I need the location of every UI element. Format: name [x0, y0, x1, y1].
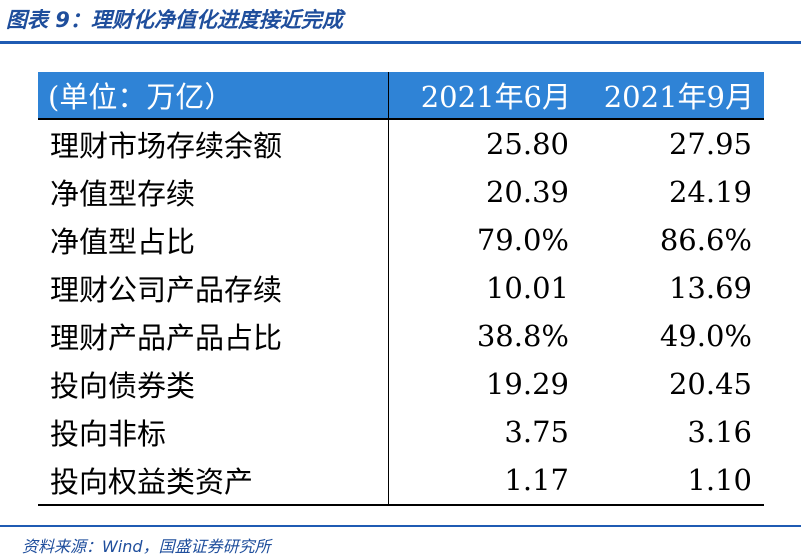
table-row: 投向债券类 19.29 20.45	[38, 360, 764, 408]
source-note: 资料来源：Wind，国盛证券研究所	[22, 537, 271, 556]
table-row: 投向非标 3.75 3.16	[38, 408, 764, 456]
cell-2021-09: 20.45	[668, 367, 752, 401]
table-row: 投向权益类资产 1.17 1.10	[38, 456, 764, 506]
header-unit: (单位：万亿）	[38, 72, 389, 120]
row-label: 投向权益类资产	[38, 456, 389, 506]
cell-2021-09: 86.6%	[659, 223, 752, 257]
cell-2021-06: 79.0%	[476, 223, 569, 257]
row-label: 投向债券类	[38, 360, 389, 408]
header-2021-09: 2021年9月	[581, 72, 764, 120]
source-divider	[0, 525, 801, 527]
cell-2021-06: 38.8%	[476, 319, 569, 353]
cell-2021-09: 3.16	[687, 415, 752, 449]
data-table: (单位：万亿） 2021年6月 2021年9月 理财市场存续余额 25.80 2…	[38, 72, 764, 506]
row-label: 投向非标	[38, 408, 389, 456]
row-label: 理财产品产品占比	[38, 312, 389, 360]
table-row: 净值型存续 20.39 24.19	[38, 168, 764, 216]
cell-2021-09: 1.10	[581, 456, 764, 506]
row-label: 净值型存续	[38, 168, 389, 216]
table-row: 理财市场存续余额 25.80 27.95	[38, 119, 764, 168]
row-label: 理财公司产品存续	[38, 264, 389, 312]
cell-2021-09: 24.19	[668, 175, 752, 209]
cell-2021-09: 13.69	[668, 271, 752, 305]
cell-2021-09: 49.0%	[659, 319, 752, 353]
cell-2021-06: 3.75	[504, 415, 569, 449]
table-header-row: (单位：万亿） 2021年6月 2021年9月	[38, 72, 764, 120]
row-label: 理财市场存续余额	[38, 119, 389, 168]
header-2021-06: 2021年6月	[388, 72, 581, 120]
cell-2021-06: 10.01	[485, 271, 569, 305]
table-row: 理财产品产品占比 38.8% 49.0%	[38, 312, 764, 360]
table-row: 理财公司产品存续 10.01 13.69	[38, 264, 764, 312]
title-divider	[0, 41, 801, 44]
cell-2021-06: 20.39	[485, 175, 569, 209]
row-label: 净值型占比	[38, 216, 389, 264]
cell-2021-06: 25.80	[485, 127, 569, 161]
cell-2021-09: 27.95	[668, 127, 752, 161]
table-row: 净值型占比 79.0% 86.6%	[38, 216, 764, 264]
cell-2021-06: 19.29	[485, 367, 569, 401]
cell-2021-06: 1.17	[388, 456, 581, 506]
figure-title: 图表 9：理财化净值化进度接近完成	[6, 8, 343, 32]
